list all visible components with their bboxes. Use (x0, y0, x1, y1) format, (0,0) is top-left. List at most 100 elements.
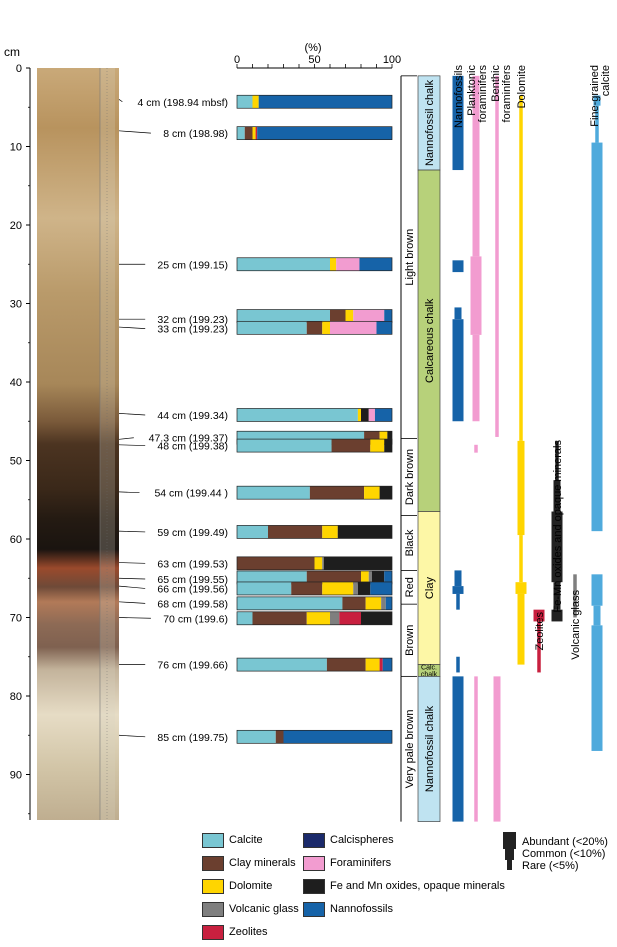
range-segment-rare (595, 105, 599, 143)
bar-segment-clay-minerals (342, 596, 366, 610)
bar-outline (236, 320, 393, 335)
legend-swatch-zeolites (202, 925, 224, 940)
header-fe-mn-oxides: Fe-Mn oxides and opaque minerals (552, 440, 564, 613)
legend-label-zeolites: Zeolites (229, 926, 268, 938)
bar-segment-zeolites (339, 611, 361, 625)
range-segment-rare (474, 444, 478, 453)
bar-segment-volcanic-glass (353, 581, 358, 595)
range-segment-rare (456, 656, 460, 673)
sample-8-cm-198-98: 8 cm (198.98) (118, 126, 393, 140)
header-planktonic: foraminifers (477, 65, 489, 123)
sample-leader-line (118, 413, 146, 416)
color-unit-black: Black (400, 515, 417, 571)
bar-segment-calcite (237, 596, 343, 610)
bar-segment-dolomite (370, 439, 385, 453)
range-segment-rare (519, 535, 523, 583)
sample-label: 63 cm (199.53) (157, 558, 228, 570)
core-photo (37, 68, 119, 820)
range-segment-common (493, 676, 501, 822)
bar-segment-volcanic-glass (381, 596, 386, 610)
range-segment-abundant (551, 511, 563, 583)
range-segment-abundant (591, 625, 603, 751)
header-fine-grained-calcite: calcite (600, 65, 612, 96)
sample-4-cm-198-94-mbsf: 4 cm (198.94 mbsf) (118, 94, 393, 109)
bar-segment-calcite (237, 257, 330, 271)
sample-68-cm-199-58: 68 cm (199.58) (118, 596, 393, 610)
range-fine-grained-calcite (591, 95, 603, 751)
legend-swatch-calcite (202, 833, 224, 848)
depth-axis: cm 0 10 20 30 40 50 60 70 80 90 (4, 45, 31, 820)
sample-leader-line (118, 601, 146, 604)
range-segment-abundant (533, 609, 545, 622)
sample-bars: 4 cm (198.94 mbsf) 8 cm (198.98) 25 cm (19… (118, 94, 393, 744)
sample-54-cm-199-44: 54 cm (199.44 ) (118, 485, 393, 500)
percent-tick-label: 50 (308, 54, 320, 66)
bar-segment-volcanic-glass (330, 611, 340, 625)
range-segment-common (553, 480, 561, 512)
color-unit-brown: Brown (400, 603, 417, 677)
bar-segment-calcite (237, 486, 310, 500)
sample-leader-line (118, 585, 146, 589)
range-segment-rare (495, 75, 499, 437)
bar-segment-dolomite (330, 257, 337, 271)
bar-segment-dolomite (361, 570, 369, 584)
sample-leader-line (118, 326, 146, 329)
sample-label: 68 cm (199.58) (157, 598, 228, 610)
bar-segment-fe-and-mn-oxides-opaque-minerals (323, 556, 392, 570)
bar-segment-calcite (237, 730, 276, 744)
sample-label: 4 cm (198.94 mbsf) (138, 97, 228, 109)
range-segment-rare (474, 676, 478, 822)
sample-48-cm-199-38: 48 cm (199.38) (118, 438, 393, 453)
lithology-label: Calc. (421, 664, 437, 671)
bar-outline (236, 525, 393, 539)
bar-segment-dolomite (252, 95, 259, 109)
bar-segment-nannofossils (258, 95, 392, 109)
legend-label-clay-minerals: Clay minerals (229, 857, 296, 869)
legend-swatch-foraminifers (303, 856, 325, 871)
lithology-label: chalk (421, 671, 438, 678)
bar-segment-foraminifers (336, 257, 360, 271)
bar-segment-calcite (237, 321, 307, 335)
bar-segment-fe-and-mn-oxides-opaque-minerals (337, 525, 392, 539)
range-segment-common (454, 570, 462, 587)
sample-70-cm-199-6: 70 cm (199.6) (118, 611, 393, 625)
range-segment-common (517, 593, 525, 665)
sample-leader-line (118, 734, 146, 738)
bar-outline (236, 408, 393, 422)
bar-outline (236, 729, 393, 744)
color-unit-light-brown: Light brown (400, 75, 417, 439)
lithology-calcareous-chalk: Calcareous chalk (417, 169, 441, 512)
range-segment-abundant (452, 586, 464, 594)
bar-segment-volcanic-glass (322, 556, 324, 570)
bar-segment-fe-and-mn-oxides-opaque-minerals (379, 486, 392, 500)
bar-segment-clay-minerals (306, 321, 323, 335)
abundance-abundant-label: Abundant (<20%) (522, 836, 608, 848)
header-benthic: foraminifers (501, 65, 513, 123)
legend-swatch-clay-minerals (202, 856, 224, 871)
abundance-rare-label: Rare (<5%) (522, 860, 579, 872)
bar-segment-clay-minerals (275, 730, 284, 744)
range-segment-common (593, 95, 601, 106)
bar-segment-zeolites (379, 658, 383, 672)
bar-segment-calcite (237, 570, 307, 584)
legend-label-calcispheres: Calcispheres (330, 834, 394, 846)
sample-leader-line (118, 99, 123, 103)
range-columns (452, 75, 603, 822)
bar-segment-fe-and-mn-oxides-opaque-minerals (387, 431, 392, 445)
legend-swatch-fe-and-mn-oxides-opaque-minerals (303, 879, 325, 894)
sample-label: 25 cm (199.15) (157, 259, 228, 271)
legend-label-foraminifers: Foraminifers (330, 857, 392, 869)
bar-segment-clay-minerals (306, 570, 361, 584)
range-segment-common (553, 582, 561, 610)
depth-tick-label: 60 (10, 534, 22, 546)
sample-label: 65 cm (199.55) (157, 574, 228, 586)
bar-outline (236, 485, 393, 500)
bar-segment-calcite (237, 95, 253, 109)
range-volcanic-glass (573, 574, 577, 618)
range-segment-rare (519, 95, 523, 441)
lithology-box (417, 676, 441, 822)
range-segment-abundant (515, 582, 527, 594)
sample-label: 48 cm (199.38) (157, 441, 228, 453)
sample-59-cm-199-49: 59 cm (199.49) (118, 525, 393, 539)
